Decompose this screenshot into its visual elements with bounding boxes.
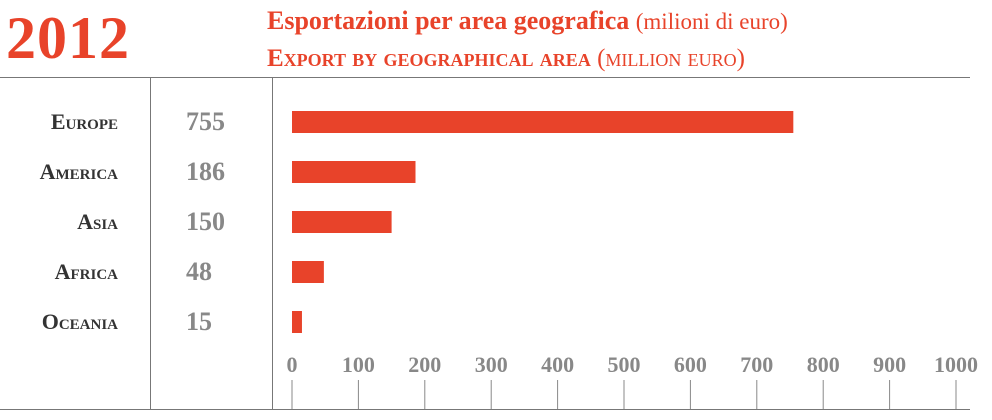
region-value: 186 bbox=[186, 157, 225, 186]
region-value: 15 bbox=[186, 307, 212, 336]
region-value: 150 bbox=[186, 207, 225, 236]
x-axis-tick-label: 200 bbox=[408, 352, 441, 377]
title-italian: Esportazioni per area geografica (milion… bbox=[267, 6, 788, 37]
column-divider-left bbox=[150, 77, 151, 410]
top-rule bbox=[0, 77, 970, 78]
title-italian-text: Esportazioni per area geografica bbox=[267, 6, 630, 35]
x-axis-tick-label: 900 bbox=[873, 352, 906, 377]
title-english-text: Export by geographical area bbox=[267, 45, 591, 72]
region-label: Africa bbox=[54, 259, 118, 284]
x-axis-tick-label: 700 bbox=[740, 352, 773, 377]
region-label: Asia bbox=[77, 209, 118, 234]
title-english-unit: (million euro) bbox=[597, 45, 745, 72]
region-label: America bbox=[39, 159, 118, 184]
x-axis-tick-label: 800 bbox=[807, 352, 840, 377]
region-value: 48 bbox=[186, 257, 212, 286]
bar bbox=[292, 261, 324, 283]
title-italian-unit: (milioni di euro) bbox=[635, 9, 788, 34]
column-divider-right bbox=[272, 77, 273, 410]
bar bbox=[292, 211, 392, 233]
x-axis-tick-label: 500 bbox=[608, 352, 641, 377]
region-value: 755 bbox=[186, 107, 225, 136]
bar bbox=[292, 161, 416, 183]
x-axis-tick-label: 100 bbox=[342, 352, 375, 377]
region-label: Oceania bbox=[41, 309, 118, 334]
bottom-rule bbox=[0, 409, 970, 410]
x-axis-tick-label: 600 bbox=[674, 352, 707, 377]
title-english: Export by geographical area (million eur… bbox=[267, 44, 745, 74]
x-axis-tick-label: 300 bbox=[475, 352, 508, 377]
bar bbox=[292, 311, 302, 333]
x-axis-tick-label: 400 bbox=[541, 352, 574, 377]
x-axis-tick-label: 0 bbox=[287, 352, 298, 377]
x-axis-tick-label: 1000 bbox=[934, 352, 978, 377]
bar bbox=[292, 111, 794, 133]
year-title: 2012 bbox=[6, 5, 130, 71]
region-label: Europe bbox=[50, 109, 118, 134]
